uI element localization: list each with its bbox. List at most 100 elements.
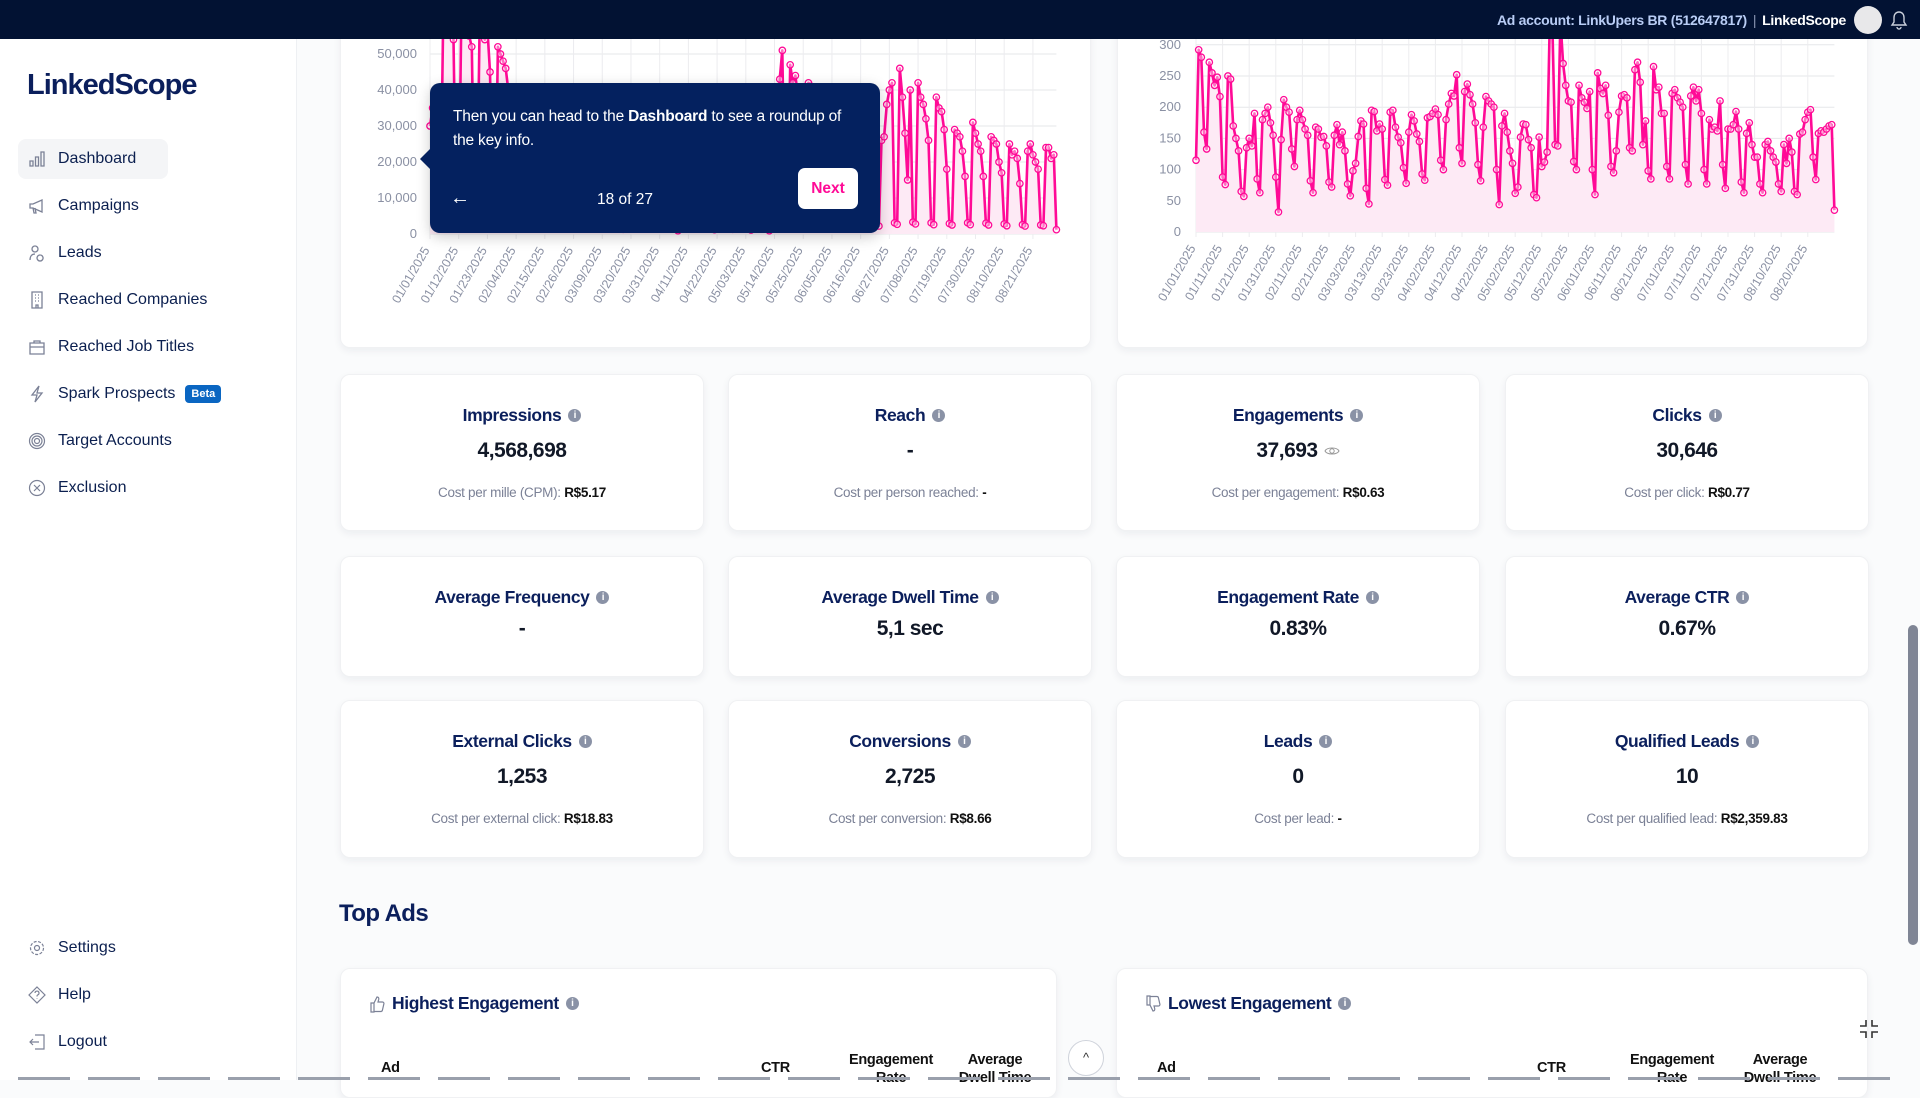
metric-card-engagement-rate: Engagement Rate i 0.83%	[1116, 556, 1480, 677]
data-point	[1471, 118, 1480, 127]
sidebar-item-reached-companies[interactable]: Reached Companies	[18, 280, 278, 320]
sidebar-item-campaigns[interactable]: Campaigns	[18, 186, 278, 226]
y-tick-label: 150	[1159, 130, 1181, 145]
metric-cost: Cost per mille (CPM): R$5.17	[438, 485, 606, 500]
card-title: Lowest Engagement	[1168, 993, 1332, 1013]
column-header-ad[interactable]: Ad	[1157, 1060, 1176, 1076]
metric-cost: Cost per qualified lead: R$2,359.83	[1586, 811, 1788, 826]
data-point	[1678, 103, 1687, 112]
data-point	[1343, 180, 1352, 188]
metric-title: Engagements i	[1117, 405, 1479, 426]
info-icon[interactable]: i	[932, 409, 946, 422]
sidebar-item-exclusion[interactable]: Exclusion	[18, 468, 278, 508]
data-point	[1378, 125, 1387, 133]
data-point	[1631, 65, 1639, 74]
data-point	[1572, 165, 1581, 174]
info-icon[interactable]: i	[1365, 591, 1379, 604]
thumbs-up-icon	[370, 995, 385, 1013]
sidebar-item-help[interactable]: Help	[18, 975, 278, 1015]
info-icon[interactable]: i	[596, 591, 610, 604]
area-fill	[1196, 19, 1835, 232]
column-header-average-dwell-time[interactable]: Average Dwell Time	[958, 1052, 1032, 1086]
info-icon[interactable]: i	[985, 591, 999, 604]
data-point	[898, 93, 907, 102]
info-icon[interactable]: i	[1319, 735, 1333, 748]
divider: |	[1752, 11, 1757, 28]
logo[interactable]: LinkedScope	[27, 69, 197, 101]
info-icon[interactable]: i	[1746, 735, 1760, 748]
column-header-ad[interactable]: Ad	[381, 1060, 400, 1076]
data-point	[1662, 162, 1671, 171]
column-header-engagement-rate[interactable]: Engagement Rate	[848, 1052, 933, 1086]
data-point	[1362, 184, 1371, 193]
data-point	[1694, 85, 1703, 94]
data-point	[1263, 103, 1272, 112]
sidebar-item-label: Exclusion	[58, 479, 127, 496]
info-icon[interactable]: i	[578, 735, 592, 748]
sidebar-item-settings[interactable]: Settings	[18, 928, 278, 968]
sidebar-item-label: Target Accounts	[58, 432, 172, 449]
info-icon[interactable]: i	[1338, 997, 1352, 1010]
data-point	[1341, 147, 1349, 155]
column-header-engagement-rate[interactable]: Engagement Rate	[1629, 1052, 1714, 1086]
data-point	[1442, 115, 1450, 124]
info-icon[interactable]: i	[1736, 591, 1750, 604]
sidebar-item-dashboard[interactable]: Dashboard	[18, 139, 168, 179]
sidebar-item-target-accounts[interactable]: Target Accounts	[18, 421, 278, 461]
bell-icon[interactable]	[1890, 10, 1908, 30]
data-point	[1553, 142, 1562, 150]
data-point	[1023, 147, 1032, 156]
sidebar-item-logout[interactable]: Logout	[18, 1022, 278, 1062]
data-point	[974, 140, 982, 148]
data-point	[1232, 134, 1240, 143]
data-point	[1498, 122, 1506, 130]
data-point	[1458, 159, 1466, 168]
workspace-name[interactable]: LinkedScope	[1762, 11, 1846, 28]
data-point	[937, 107, 946, 116]
data-point	[914, 78, 922, 87]
data-point	[961, 172, 969, 181]
data-point	[1476, 176, 1485, 185]
tour-step-counter: 18 of 27	[596, 191, 654, 208]
collapse-icon[interactable]	[1858, 1018, 1880, 1040]
data-point	[1521, 120, 1530, 129]
data-point	[1335, 140, 1344, 149]
data-point	[1514, 183, 1522, 191]
next-button[interactable]: Next	[798, 168, 858, 209]
metric-card-clicks: Clicks i 30,646 Cost per click: R$0.77	[1505, 374, 1869, 531]
column-header-ctr[interactable]: CTR	[1537, 1060, 1566, 1076]
sidebar-item-leads[interactable]: Leads	[18, 233, 278, 273]
column-header-average-dwell-time[interactable]: Average Dwell Time	[1743, 1052, 1817, 1086]
info-icon[interactable]: i	[565, 997, 579, 1010]
metric-title: Leads i	[1117, 731, 1479, 752]
data-point	[1338, 128, 1347, 137]
metric-card-average-dwell-time: Average Dwell Time i 5,1 sec	[728, 556, 1092, 677]
scroll-to-top-button[interactable]: ^	[1068, 1040, 1104, 1076]
data-point	[984, 221, 993, 229]
sidebar-item-reached-job-titles[interactable]: Reached Job Titles	[18, 327, 278, 367]
info-icon[interactable]: i	[957, 735, 971, 748]
back-arrow-icon[interactable]: ←	[450, 187, 470, 209]
thumbs-down-icon	[1146, 994, 1161, 1012]
sidebar-item-label: Logout	[58, 1033, 107, 1050]
eye-icon[interactable]	[1324, 445, 1340, 457]
data-point	[1266, 118, 1275, 127]
data-point	[1205, 58, 1214, 67]
data-point	[1543, 148, 1551, 156]
data-point	[1612, 147, 1621, 155]
data-point	[494, 42, 502, 51]
data-point	[1639, 140, 1647, 149]
info-icon[interactable]: i	[1350, 409, 1364, 422]
info-icon[interactable]: i	[1708, 409, 1722, 422]
top-bar: Ad account: LinkUpers BR (512647817) | L…	[0, 0, 1920, 39]
column-header-ctr[interactable]: CTR	[761, 1060, 790, 1076]
highest-engagement-title: Highest Engagement i	[369, 993, 579, 1014]
avatar[interactable]	[1854, 5, 1882, 34]
data-point	[1383, 181, 1392, 190]
scrollbar[interactable]	[1908, 625, 1918, 945]
sidebar-item-spark-prospects[interactable]: Spark Prospects Beta	[18, 374, 278, 414]
sidebar-item-label: Campaigns	[58, 197, 139, 214]
ad-account-selector[interactable]: Ad account: LinkUpers BR (512647817)	[1496, 11, 1747, 28]
metric-card-average-ctr: Average CTR i 0.67%	[1505, 556, 1869, 677]
info-icon[interactable]: i	[568, 409, 582, 422]
